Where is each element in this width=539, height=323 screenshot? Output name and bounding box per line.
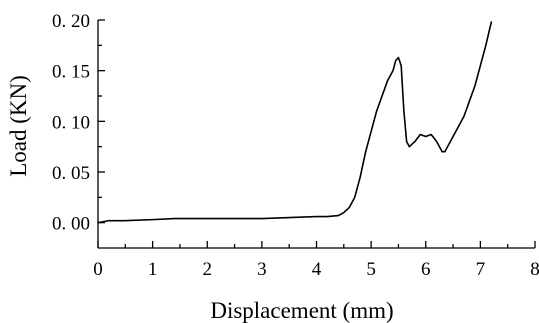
x-tick-label: 5 <box>366 259 376 280</box>
load-curve-line <box>97 21 493 224</box>
plot-frame <box>97 20 535 249</box>
x-tick-label: 8 <box>530 259 539 280</box>
x-tick-label: 2 <box>203 259 213 280</box>
x-tick-label: 4 <box>312 259 322 280</box>
y-axis-ticks <box>98 19 105 224</box>
y-tick-label: 0. 10 <box>52 112 90 133</box>
y-axis-tick-labels: 0. 00 0. 05 0. 10 0. 15 0. 20 <box>52 11 90 235</box>
series-layer <box>97 21 493 224</box>
x-tick-label: 6 <box>421 259 431 280</box>
x-tick-label: 3 <box>257 259 267 280</box>
y-axis-title: Load (KN) <box>6 75 31 177</box>
y-tick-label: 0. 20 <box>52 11 90 32</box>
x-tick-label: 0 <box>93 259 103 280</box>
x-axis-title: Displacement (mm) <box>210 298 393 323</box>
x-axis-ticks <box>97 241 536 248</box>
y-tick-label: 0. 15 <box>52 62 90 83</box>
x-tick-label: 7 <box>476 259 486 280</box>
x-tick-label: 1 <box>148 259 158 280</box>
y-tick-label: 0. 05 <box>52 163 90 184</box>
x-axis-tick-labels: 0 1 2 3 4 5 6 7 8 <box>93 259 539 280</box>
y-tick-label: 0. 00 <box>52 214 90 235</box>
